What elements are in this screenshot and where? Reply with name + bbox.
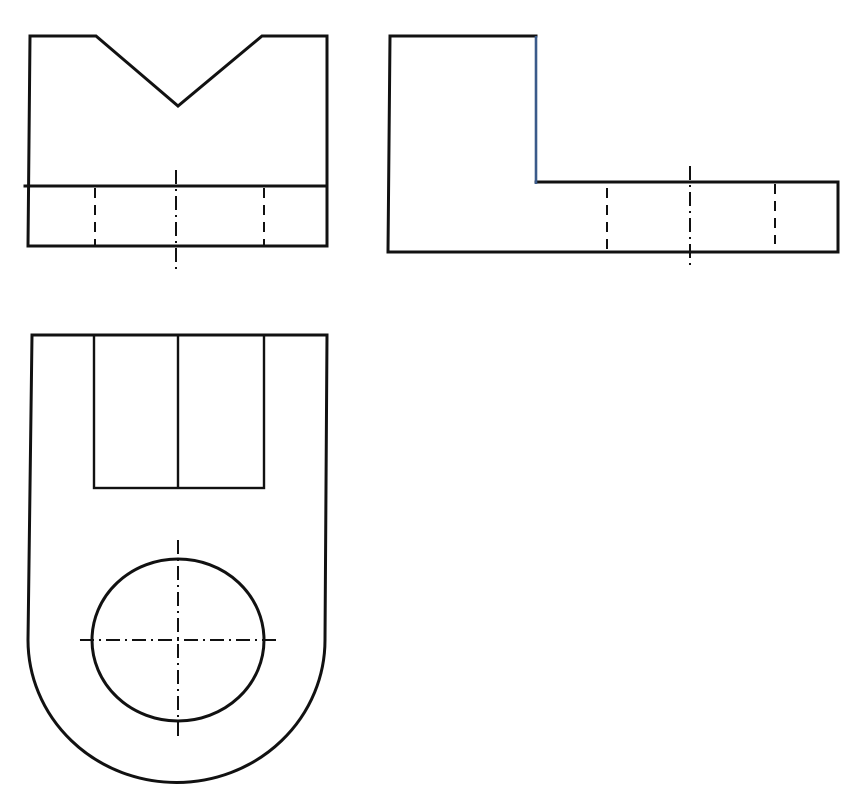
front-view-outline bbox=[26, 34, 329, 248]
side-view bbox=[386, 34, 840, 268]
top-view bbox=[26, 333, 329, 784]
top-view-outline bbox=[26, 333, 329, 784]
side-view-outline bbox=[386, 34, 840, 254]
front-view bbox=[23, 34, 329, 270]
